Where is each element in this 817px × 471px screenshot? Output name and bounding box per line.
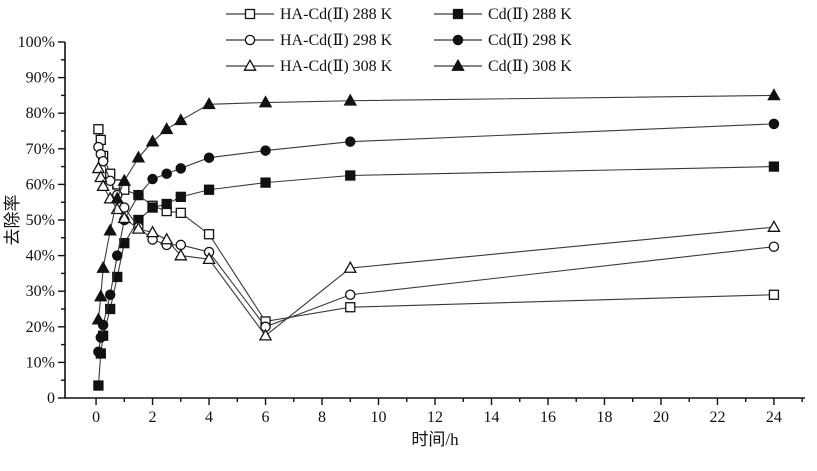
x-tick-label: 2 (149, 409, 157, 426)
filled-square-marker-icon (434, 8, 482, 20)
x-tick-label: 6 (262, 409, 270, 426)
legend-label: Cd(Ⅱ) 288 K (488, 6, 572, 23)
x-tick-label: 8 (318, 409, 326, 426)
legend-label: HA-Cd(Ⅱ) 288 K (280, 6, 393, 23)
x-tick-label: 18 (596, 409, 612, 426)
x-tick-label: 12 (427, 409, 443, 426)
y-tick-label: 30% (26, 283, 55, 300)
filled-triangle-marker-icon (434, 58, 482, 71)
legend-item-cd-308k: Cd(Ⅱ) 308 K (432, 54, 572, 78)
x-tick-label: 14 (483, 409, 499, 426)
legend-item-ha-cd-308k: HA-Cd(Ⅱ) 308 K (224, 54, 432, 78)
open-triangle-marker-icon (226, 58, 274, 71)
ticks (58, 41, 803, 405)
axes (64, 42, 805, 399)
x-axis-title: 时间/h (411, 430, 459, 449)
y-axis-title: 去除率 (3, 195, 22, 246)
series-cd-308-k (91, 88, 781, 325)
legend-item-ha-cd-288k: HA-Cd(Ⅱ) 288 K (224, 2, 432, 26)
open-circle-marker-icon (226, 34, 274, 46)
x-tick-label: 4 (205, 409, 213, 426)
x-tick-label: 10 (371, 409, 387, 426)
x-tick-label: 20 (653, 409, 669, 426)
legend-item-cd-288k: Cd(Ⅱ) 288 K (432, 2, 572, 26)
y-tick-label: 70% (26, 141, 55, 158)
y-tick-label: 90% (26, 70, 55, 87)
series-cd-298-k (93, 118, 780, 357)
x-tick-label: 22 (709, 409, 725, 426)
legend-item-ha-cd-298k: HA-Cd(Ⅱ) 298 K (224, 28, 432, 52)
legend-label: Cd(Ⅱ) 298 K (488, 32, 572, 49)
legend-label: HA-Cd(Ⅱ) 298 K (280, 32, 393, 49)
tick-labels: 0 2 4 6 8 10 12 14 16 18 20 22 24010%20%30%40%50%60%… (18, 34, 782, 426)
x-tick-label: 16 (540, 409, 556, 426)
y-tick-label: 50% (26, 212, 55, 229)
y-tick-label: 40% (26, 248, 55, 265)
series-ha-cd-308-k (91, 161, 781, 341)
y-tick-label: 80% (26, 105, 55, 122)
series-ha-cd-288-k (93, 124, 780, 327)
y-tick-label: 60% (26, 176, 55, 193)
legend-item-cd-298k: Cd(Ⅱ) 298 K (432, 28, 572, 52)
x-tick-label: 24 (766, 409, 782, 426)
y-tick-label: 10% (26, 354, 55, 371)
legend: HA-Cd(Ⅱ) 288 K Cd(Ⅱ) 288 K HA-Cd(Ⅱ) 298 … (224, 2, 572, 78)
y-tick-label: 100% (18, 34, 55, 51)
filled-circle-marker-icon (434, 34, 482, 46)
legend-label: HA-Cd(Ⅱ) 308 K (280, 58, 393, 75)
open-square-marker-icon (226, 8, 274, 20)
y-tick-label: 20% (26, 319, 55, 336)
y-tick-label: 0 (47, 390, 55, 407)
x-tick-label: 0 (92, 409, 100, 426)
legend-label: Cd(Ⅱ) 308 K (488, 58, 572, 75)
series-cd-288-k (93, 161, 780, 391)
